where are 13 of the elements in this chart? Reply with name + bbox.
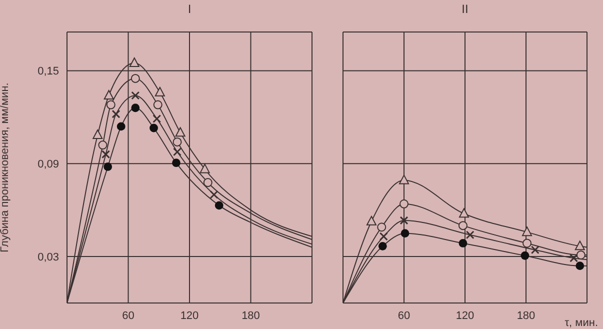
y-tick-label: 0,09 bbox=[38, 158, 59, 171]
y-tick-label: 0,03 bbox=[38, 251, 59, 264]
x-tick-label: 180 bbox=[242, 310, 260, 322]
chart-title: I bbox=[186, 2, 192, 16]
y-tick-label: 0,15 bbox=[38, 66, 59, 78]
x-tick-label: 180 bbox=[516, 310, 536, 322]
x-tick-label: 120 bbox=[180, 310, 199, 322]
x-tick-label: 120 bbox=[456, 310, 474, 322]
x-tick-label: 60 bbox=[122, 310, 134, 322]
y-axis-title: Глубина проникновения, мм/мин. bbox=[0, 82, 11, 252]
chart-title: II bbox=[460, 2, 470, 16]
x-axis-title: τ, мин. bbox=[564, 317, 598, 329]
x-tick-label: 60 bbox=[398, 310, 410, 322]
